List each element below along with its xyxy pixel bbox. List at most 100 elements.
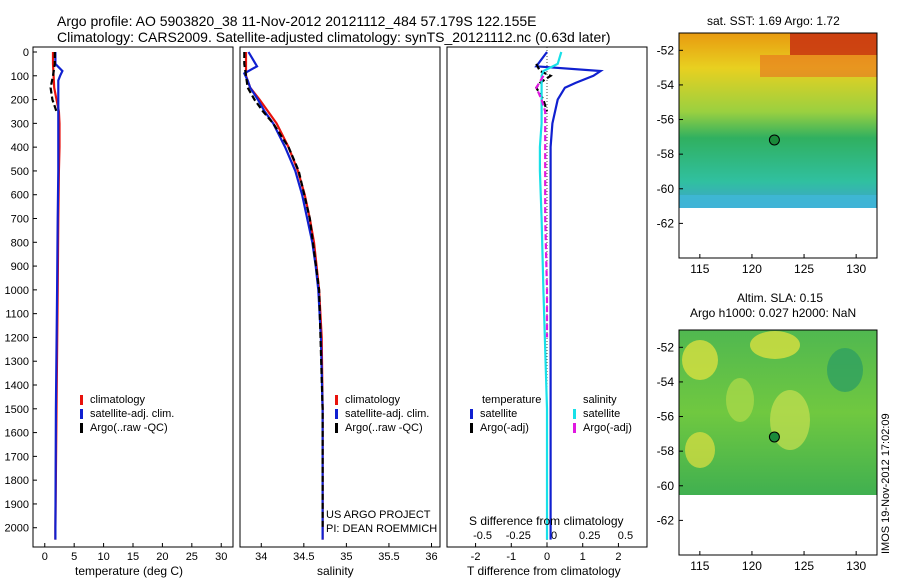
sla-map-panel: 115 120 125 130 -52 -54 -56 -58 -60 -62 [657, 329, 878, 573]
x-tick-label: 1 [580, 551, 586, 563]
legend-item-argo: Argo(-adj) [571, 421, 632, 435]
x-tick-label: 10 [97, 551, 109, 563]
salinity-difference-x-axis: -0.5 -0.25 0 0.25 0.5 [473, 530, 633, 542]
temperature-panel: 0100200300400500600700800900100011001200… [5, 46, 234, 563]
x2-tick-label: -0.5 [473, 530, 492, 542]
legend-swatch [335, 409, 338, 419]
x2-tick-label: -0.25 [506, 530, 531, 542]
depth-tick-label: 2000 [5, 523, 29, 535]
depth-axis: 0 100 200 300 400 500 600 700 800 900 1000 1100 1200… [5, 47, 37, 535]
sst-map-axes: 115 120 125 130 -52 -54 -56 -58 -60 -62 [657, 43, 867, 276]
lat-tick-label: -58 [657, 147, 675, 161]
difference-profiles [534, 51, 604, 540]
legend-item-climatology: climatology [333, 393, 429, 407]
legend-swatch [470, 409, 473, 419]
x-tick-label: 34 [255, 551, 267, 563]
x2-tick-label: 0 [551, 530, 557, 542]
x-tick-label: 5 [71, 551, 77, 563]
legend-title: salinity [583, 394, 617, 406]
sla-patch [685, 432, 715, 468]
sla-map-title-line1: Altim. SLA: 0.15 [737, 291, 824, 305]
series-line-argo-raw-qc- [49, 52, 58, 112]
depth-tick-label: 700 [11, 214, 29, 226]
figure-title-line1: Argo profile: AO 5903820_38 11-Nov-2012 … [57, 13, 537, 29]
x-tick-label: 15 [127, 551, 139, 563]
sla-map-title-line2: Argo h1000: 0.027 h2000: NaN [690, 306, 857, 320]
depth-tick-label: 1900 [5, 499, 29, 511]
lat-tick-label: -60 [657, 182, 675, 196]
temperature-x-axis: 0 5 10 15 20 25 30 [42, 543, 227, 563]
legend-item-argo: Argo(..raw -QC) [78, 421, 174, 435]
legend-item-satellite: satellite [571, 407, 632, 421]
x-tick-label: -2 [471, 551, 481, 563]
legend-swatch [573, 409, 576, 419]
figure-title-line2: Climatology: CARS2009. Satellite-adjuste… [57, 29, 611, 45]
legend-item-argo: Argo(-adj) [468, 421, 541, 435]
legend-label: satellite [583, 408, 621, 420]
legend-label: satellite [480, 408, 518, 420]
temperature-axes-frame [32, 46, 234, 548]
legend-item-satellite: satellite-adj. clim. [78, 407, 174, 421]
lat-tick-label: -62 [657, 216, 675, 230]
sst-map-panel: 115 120 125 130 -52 -54 -56 -58 -60 -62 [657, 32, 878, 276]
x2-tick-label: 0.25 [579, 530, 600, 542]
legend-label: climatology [90, 394, 146, 406]
salinity-x-axis: 34 34.5 35 35.5 36 [255, 543, 438, 563]
lat-tick-label: -62 [657, 513, 675, 527]
sla-patch [770, 390, 810, 450]
legend-swatch [80, 423, 83, 433]
sla-patch [750, 331, 800, 359]
imos-timestamp: IMOS 19-Nov-2012 17:02:09 [880, 413, 892, 554]
legend-label: Argo(-adj) [480, 422, 529, 434]
series-line-salinity-satellite [538, 51, 563, 540]
legend-swatch [80, 395, 83, 405]
lat-tick-label: -56 [657, 113, 675, 127]
sla-map-frame [678, 329, 878, 556]
depth-tick-label: 1300 [5, 356, 29, 368]
legend-item-climatology: climatology [78, 393, 174, 407]
lon-tick-label: 120 [742, 559, 762, 573]
argo-float-marker [768, 134, 780, 146]
lat-tick-label: -52 [657, 340, 675, 354]
legend-label: satellite-adj. clim. [90, 408, 175, 420]
sla-patch [682, 340, 718, 380]
depth-tick-label: 1100 [5, 309, 29, 321]
depth-tick-label: 100 [11, 71, 29, 83]
credit-text: US ARGO PROJECT PI: DEAN ROEMMICH [326, 508, 437, 536]
credit-line2: PI: DEAN ROEMMICH [326, 523, 438, 535]
lat-tick-label: -56 [657, 410, 675, 424]
x-tick-label: 2 [615, 551, 621, 563]
depth-tick-label: 1500 [5, 404, 29, 416]
difference-x-axis: -2 -1 0 1 2 [471, 543, 621, 563]
legend-swatch [335, 423, 338, 433]
legend-label: climatology [345, 394, 401, 406]
x-tick-label: 35 [340, 551, 352, 563]
sla-patch [726, 378, 754, 422]
x-tick-label: 35.5 [378, 551, 399, 563]
sla-patch [827, 348, 863, 392]
sst-map-title: sat. SST: 1.69 Argo: 1.72 [707, 14, 840, 28]
legend-label: satellite-adj. clim. [345, 408, 430, 420]
lat-tick-label: -60 [657, 479, 675, 493]
series-line-salinity-argo-adj- [535, 75, 549, 338]
x-tick-label: 36 [425, 551, 437, 563]
x-tick-label: 25 [186, 551, 198, 563]
lat-tick-label: -58 [657, 444, 675, 458]
lon-tick-label: 120 [742, 262, 762, 276]
x-tick-label: 0 [42, 551, 48, 563]
x-tick-label: 20 [156, 551, 168, 563]
legend-label: Argo(-adj) [583, 422, 632, 434]
depth-tick-label: 1800 [5, 475, 29, 487]
depth-tick-label: 500 [11, 166, 29, 178]
lat-tick-label: -54 [657, 78, 675, 92]
depth-tick-label: 1000 [5, 285, 29, 297]
depth-tick-label: 400 [11, 142, 29, 154]
depth-tick-label: 1400 [5, 380, 29, 392]
legend-label: Argo(..raw -QC) [90, 422, 168, 434]
lon-tick-label: 130 [846, 559, 866, 573]
lat-tick-label: -54 [657, 375, 675, 389]
legend-label: Argo(..raw -QC) [345, 422, 423, 434]
depth-tick-label: 800 [11, 237, 29, 249]
x-tick-label: -1 [506, 551, 516, 563]
